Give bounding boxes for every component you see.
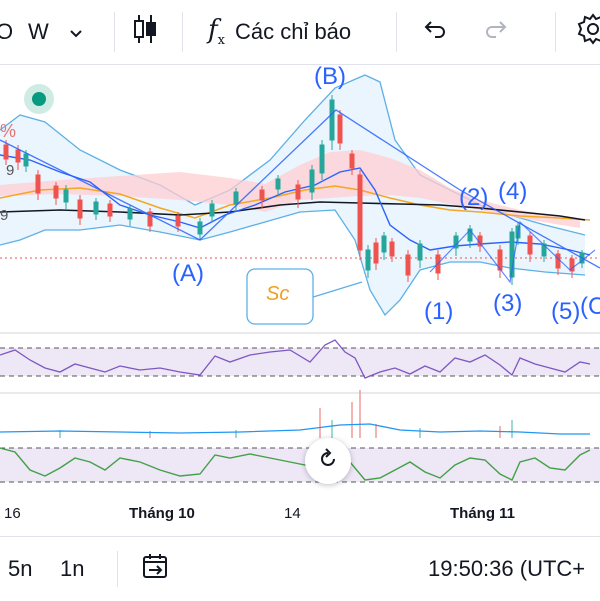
range-5n-button[interactable]: 5n: [8, 537, 32, 601]
indicators-button[interactable]: fx Các chỉ báo: [208, 0, 351, 64]
toolbar-divider: [555, 12, 556, 52]
function-icon: fx: [208, 15, 225, 49]
blue-moving-average: [0, 154, 591, 256]
x-axis-label: Tháng 11: [450, 505, 516, 522]
sc-callout-pointer: [309, 281, 363, 299]
chart-type-button[interactable]: [131, 0, 159, 64]
top-toolbar: O W fx Các chỉ báo: [0, 0, 600, 65]
wave-label-2: (2): [459, 184, 489, 211]
interval-button[interactable]: W: [28, 0, 83, 64]
wave-label-b: (B): [314, 63, 346, 90]
price-chart: [0, 74, 600, 483]
rsi-band: [0, 348, 600, 376]
x-axis-label: Tháng 10: [129, 505, 195, 522]
wave-label-9-lower: 9: [0, 207, 9, 224]
wave-label-c: (C: [580, 293, 600, 320]
undo-icon: [423, 19, 447, 45]
volume-moving-average: [0, 423, 590, 435]
bollinger-lower-line: [0, 209, 586, 317]
go-to-date-button[interactable]: [141, 537, 171, 601]
range-5n-label: 5n: [8, 556, 33, 581]
undo-button[interactable]: [423, 0, 447, 64]
settings-button[interactable]: [576, 0, 600, 64]
redo-icon: [484, 19, 508, 45]
elliott-wave-impulse-line: [429, 220, 596, 284]
indicators-label: Các chỉ báo: [234, 19, 352, 44]
redo-button[interactable]: [484, 0, 508, 64]
symbol-label: O: [0, 19, 14, 44]
toolbar-divider: [114, 12, 115, 52]
calendar-arrow-icon: [141, 552, 171, 586]
wave-label-percent: %: [0, 121, 17, 141]
ichimoku-cloud: [0, 150, 580, 228]
range-1n-button[interactable]: 1n: [60, 537, 84, 601]
chevron-down-icon: [69, 19, 83, 45]
refresh-icon: [316, 447, 340, 476]
orange-moving-average: [0, 185, 591, 221]
sc-callout-box: [246, 268, 314, 325]
timezone-button[interactable]: 19:50:36 (UTC+: [428, 537, 585, 601]
elliott-wave-abc-line: [0, 109, 600, 269]
wave-label-9-upper: 9: [6, 162, 15, 179]
x-axis-label: 16: [4, 505, 21, 522]
gear-icon: [576, 12, 600, 52]
x-axis-label: 14: [284, 505, 301, 522]
symbol-button[interactable]: O: [0, 0, 13, 64]
stoch-band: [0, 448, 600, 482]
volume-bars: [59, 390, 513, 438]
live-indicator-icon: [24, 84, 54, 114]
chart-area[interactable]: (B) (A) (2) (4) (1) (3) (5) (C % 9 9 Sc …: [0, 63, 600, 535]
wave-label-4: (4): [498, 178, 528, 205]
wave-label-5: (5): [551, 298, 581, 325]
bottom-divider: [117, 551, 118, 587]
clock-time-label: 19:50:36 (UTC+: [428, 556, 586, 581]
bottom-toolbar: 5n 1n 19:50:36 (UTC+: [0, 536, 600, 601]
toolbar-divider: [182, 12, 183, 52]
range-1n-label: 1n: [60, 556, 85, 581]
wave-label-1: (1): [424, 298, 454, 325]
rsi-line: [0, 339, 591, 379]
interval-label: W: [28, 19, 49, 44]
toolbar-divider: [396, 12, 397, 52]
candlestick-icon: [131, 12, 159, 52]
sc-label: Sc: [266, 283, 290, 305]
wave-label-3: (3): [493, 290, 523, 317]
reset-chart-button[interactable]: [305, 438, 351, 484]
wave-label-a: (A): [172, 260, 204, 287]
